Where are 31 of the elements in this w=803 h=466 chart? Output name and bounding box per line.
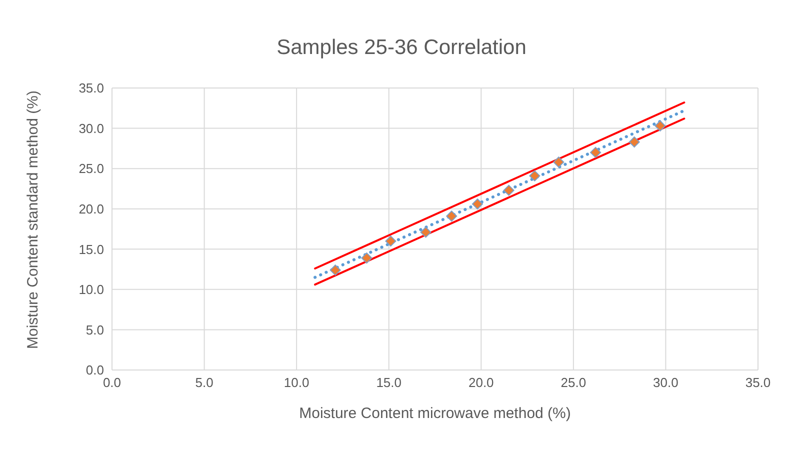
x-tick-label: 15.0 [376,375,402,390]
y-tick-label: 10.0 [78,282,104,298]
x-tick-label: 5.0 [195,375,214,390]
point [420,226,432,238]
point [654,120,666,132]
x-tick-label: 0.0 [102,375,122,390]
y-tick-label: 0.0 [86,362,104,378]
x-tick-label: 35.0 [745,375,771,390]
y-tick-label: 35.0 [78,80,104,96]
point [446,210,458,222]
point [590,146,602,158]
x-tick-label: 10.0 [284,375,310,390]
x-axis-title: Moisture Content microwave method (%) [299,405,571,422]
point [361,252,372,264]
point [330,264,341,276]
chart-title: Samples 25-36 Correlation [276,36,528,60]
y-tick-label: 15.0 [78,242,104,257]
point [385,236,396,247]
x-tick-label: 25.0 [560,375,586,390]
y-axis-title: Moisture Content standard method (%) [24,90,42,349]
point [503,184,514,196]
point [553,156,564,168]
x-tick-label: 30.0 [653,375,678,390]
y-tick-label: 5.0 [86,322,104,338]
y-tick-label: 25.0 [78,161,104,176]
point [529,170,540,182]
point [472,198,483,210]
x-tick-label: 20.0 [468,375,494,390]
y-tick-label: 30.0 [78,120,104,136]
y-tick-label: 20.0 [78,201,104,216]
point [628,136,640,148]
